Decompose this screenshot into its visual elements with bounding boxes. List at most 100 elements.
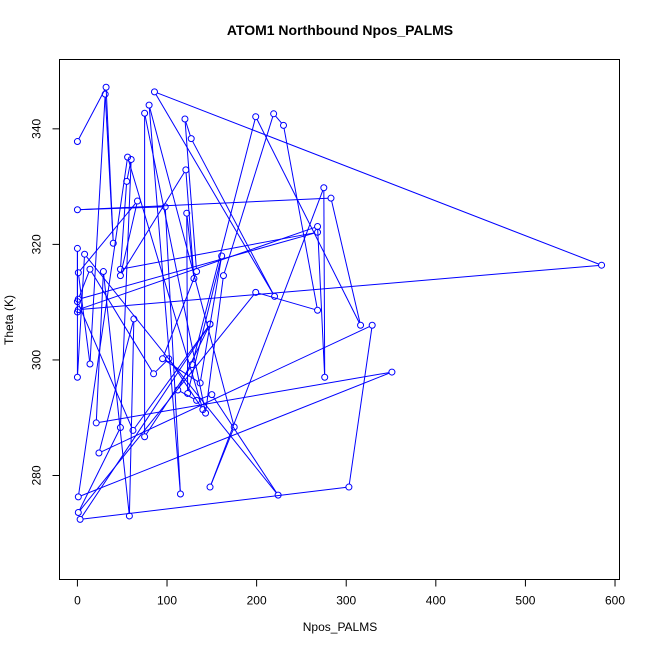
series-segment	[163, 274, 196, 357]
data-point-marker	[280, 121, 287, 129]
data-point-marker	[73, 138, 81, 146]
data-point-marker	[193, 268, 201, 276]
series-segment	[123, 232, 315, 270]
x-tick-label: 500	[515, 594, 535, 608]
data-point-marker	[206, 320, 214, 328]
plot-area	[59, 59, 620, 580]
series-segment	[192, 141, 274, 294]
data-point-marker	[116, 265, 124, 273]
series-segment	[258, 292, 315, 310]
data-point-marker	[92, 419, 100, 427]
data-point-marker	[73, 308, 81, 316]
y-tick-label: 280	[30, 465, 44, 485]
data-point-marker	[74, 493, 82, 501]
series-segment	[79, 294, 255, 511]
series-segment	[164, 209, 181, 492]
series-segment	[80, 372, 390, 497]
series-segment	[180, 391, 195, 400]
data-point-marker	[74, 508, 82, 516]
marker-group	[73, 83, 606, 523]
data-point-marker	[76, 515, 84, 523]
data-point-marker	[150, 370, 158, 378]
series-segment	[103, 274, 130, 514]
series-segment	[78, 89, 106, 140]
x-tick-label: 300	[336, 594, 356, 608]
series-segment	[223, 116, 274, 273]
data-point-marker	[190, 274, 198, 282]
data-point-marker	[81, 250, 89, 258]
x-axis: 0 100 200 300 400 500 600	[74, 579, 625, 608]
series-segment	[317, 229, 326, 375]
data-point-marker	[187, 135, 195, 143]
series-segment	[120, 162, 132, 425]
series-segment	[155, 94, 274, 295]
y-tick-label: 300	[30, 350, 44, 370]
data-point-marker	[357, 321, 365, 329]
series-segment	[186, 216, 195, 276]
series-segment	[134, 326, 209, 429]
series-segment	[348, 328, 373, 485]
data-point-marker	[116, 272, 124, 280]
data-point-marker	[145, 101, 153, 109]
series-segment	[205, 278, 224, 411]
series-segment	[157, 92, 599, 265]
series-segment	[89, 97, 106, 362]
series-segment	[77, 257, 85, 375]
data-point-marker	[183, 209, 191, 217]
data-point-marker	[86, 265, 94, 273]
series-segment	[192, 119, 256, 362]
data-point-marker	[73, 206, 81, 214]
data-point-marker	[182, 166, 190, 174]
series-segment	[86, 256, 277, 494]
data-point-marker	[102, 83, 110, 91]
series-segment	[155, 360, 168, 373]
series-segment	[78, 304, 133, 428]
data-point-marker	[208, 391, 216, 399]
series-segment	[200, 258, 222, 381]
data-point-marker	[368, 321, 376, 329]
data-point-marker	[230, 423, 238, 431]
data-point-marker	[73, 298, 81, 306]
data-point-marker	[218, 252, 226, 260]
y-tick-label: 340	[30, 119, 44, 139]
series-segment	[99, 321, 134, 451]
series-segment	[79, 203, 136, 271]
data-point-marker	[127, 155, 135, 163]
data-point-marker	[598, 261, 606, 269]
series-segment	[81, 326, 209, 518]
series-segment	[78, 271, 90, 297]
data-point-marker	[73, 244, 81, 252]
series-segment	[81, 232, 315, 299]
series-segment	[101, 326, 370, 453]
series-segment	[148, 108, 181, 492]
series-segment	[185, 121, 191, 136]
series-segment	[95, 274, 104, 420]
data-point-marker	[124, 153, 132, 161]
x-tick-label: 100	[157, 594, 177, 608]
data-point-marker	[116, 424, 124, 432]
series-segment	[81, 264, 599, 310]
data-point-marker	[101, 90, 109, 98]
series-segment	[144, 116, 206, 411]
data-point-marker	[274, 491, 282, 499]
series-segment	[164, 359, 198, 382]
series-segment	[256, 119, 360, 323]
data-point-marker	[327, 194, 335, 202]
y-axis-label: Theta (K)	[2, 295, 16, 345]
data-point-marker	[123, 177, 131, 185]
series-line-group	[76, 89, 599, 520]
data-point-marker	[271, 292, 279, 300]
data-point-marker	[99, 268, 107, 276]
series-segment	[187, 258, 222, 391]
data-point-marker	[314, 228, 322, 236]
data-point-marker	[109, 239, 117, 247]
data-point-marker	[252, 113, 260, 121]
data-point-marker	[129, 426, 137, 434]
y-axis: 280 300 320 340	[30, 119, 60, 486]
data-point-marker	[141, 109, 149, 117]
data-point-marker	[161, 203, 169, 211]
data-point-marker	[130, 315, 138, 323]
x-axis-label: Npos_PALMS	[303, 620, 377, 634]
data-point-marker	[133, 197, 141, 205]
